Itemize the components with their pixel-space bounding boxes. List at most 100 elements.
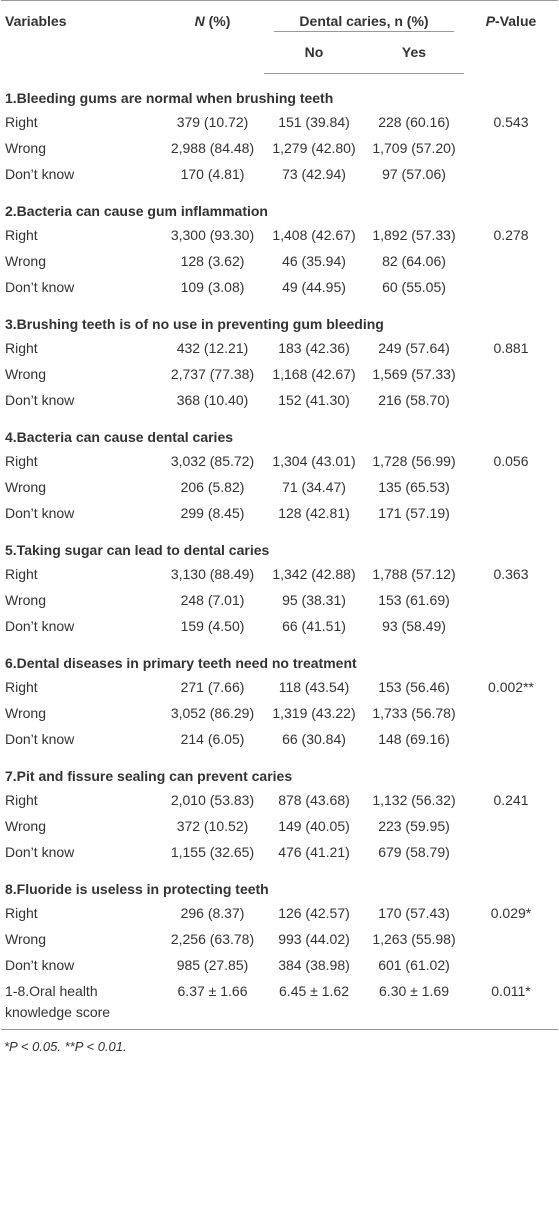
cell: Wrong: [5, 140, 46, 156]
cell: Right: [5, 453, 38, 469]
cell: 126 (42.57): [278, 905, 350, 921]
cell: 0.543: [493, 114, 529, 130]
row: Don’t know 170 (4.81) 73 (42.94) 97 (57.06): [1, 161, 558, 187]
cell: 878 (43.68): [278, 792, 350, 808]
footnote: *P < 0.05. **P < 0.01.: [4, 1039, 127, 1054]
row: Wrong 2,988 (84.48) 1,279 (42.80) 1,709 (57…: [1, 135, 558, 161]
section-title: 8.Fluoride is useless in protecting teet…: [5, 881, 269, 897]
cell: 1,263 (55.98): [372, 931, 456, 947]
cell: [464, 926, 558, 952]
cell: 248 (7.01): [180, 592, 245, 608]
cell: 3,052 (86.29): [170, 705, 255, 721]
cell: 135 (65.53): [378, 479, 450, 495]
cell: 299 (8.45): [180, 505, 245, 521]
cell: Don’t know: [5, 731, 75, 747]
cell: [464, 700, 558, 726]
row: Wrong 2,737 (77.38) 1,168 (42.67) 1,569 (57…: [1, 361, 558, 387]
cell: Don’t know: [5, 957, 75, 973]
cell: 46 (35.94): [282, 253, 346, 269]
cell: 6.45 ± 1.62: [264, 978, 364, 1030]
cell: 66 (30.84): [282, 731, 346, 747]
cell: 159 (4.50): [180, 618, 245, 634]
cell: 109 (3.08): [180, 279, 245, 295]
cell: [464, 587, 558, 613]
cell: [464, 248, 558, 274]
cell: 0.011*: [464, 978, 558, 1030]
cell: 372 (10.52): [176, 818, 249, 834]
cell: [464, 361, 558, 387]
cell: 1,728 (56.99): [372, 453, 456, 469]
cell: 0.241: [493, 792, 529, 808]
cell: Wrong: [5, 479, 46, 495]
cell: 93 (58.49): [382, 618, 446, 634]
row: Wrong 372 (10.52) 149 (40.05) 223 (59.95): [1, 813, 558, 839]
cell: Don’t know: [5, 392, 75, 408]
cell: 1,155 (32.65): [170, 844, 255, 860]
cell: 1,279 (42.80): [272, 140, 356, 156]
cell: 679 (58.79): [378, 844, 450, 860]
cell: 1,342 (42.88): [272, 566, 356, 582]
cell: 0.278: [493, 227, 529, 243]
header-cell: Dental caries, n (%): [264, 1, 464, 33]
section-title: 6.Dental diseases in primary teeth need …: [5, 655, 357, 671]
cell: 49 (44.95): [282, 279, 346, 295]
cell: 228 (60.16): [378, 114, 450, 130]
cell: 170 (4.81): [180, 166, 245, 182]
row: Don’t know 368 (10.40) 152 (41.30) 216 (58.…: [1, 387, 558, 413]
cell: Right: [5, 340, 38, 356]
cell: Right: [5, 792, 38, 808]
cell: 97 (57.06): [382, 166, 446, 182]
cell: 66 (41.51): [282, 618, 346, 634]
cell: 1-8.Oral health knowledge score: [1, 978, 161, 1030]
cell: 379 (10.72): [176, 114, 249, 130]
cell: 216 (58.70): [378, 392, 450, 408]
cell: 214 (6.05): [180, 731, 245, 747]
cell: 1,304 (43.01): [272, 453, 356, 469]
cell: 2,256 (63.78): [170, 931, 255, 947]
section-title: 5.Taking sugar can lead to dental caries: [5, 542, 270, 558]
cell: Wrong: [5, 253, 46, 269]
row: Don’t know 109 (3.08) 49 (44.95) 60 (55.05): [1, 274, 558, 300]
cell: 151 (39.84): [278, 114, 350, 130]
section-title-row: 7.Pit and fissure sealing can prevent ca…: [1, 752, 558, 787]
row: Right 271 (7.66) 118 (43.54) 153 (56.46) 0.0…: [1, 674, 558, 700]
cell: 128 (3.62): [180, 253, 245, 269]
cell: [464, 387, 558, 413]
cell: Wrong: [5, 592, 46, 608]
cell: 153 (61.69): [378, 592, 450, 608]
cell: 128 (42.81): [278, 505, 350, 521]
cell: Right: [5, 566, 38, 582]
cell: 152 (41.30): [278, 392, 350, 408]
cell: 1,168 (42.67): [272, 366, 356, 382]
cell: 60 (55.05): [382, 279, 446, 295]
row: 1-8.Oral health knowledge score 6.37 ± 1.…: [1, 978, 558, 1030]
cell: 6.30 ± 1.69: [364, 978, 464, 1030]
cell: Right: [5, 679, 38, 695]
row: Right 432 (12.21) 183 (42.36) 249 (57.64) 0.…: [1, 335, 558, 361]
cell: [464, 726, 558, 752]
cell: 2,988 (84.48): [170, 140, 255, 156]
cell: 2,010 (53.83): [170, 792, 255, 808]
section-title-row: 6.Dental diseases in primary teeth need …: [1, 639, 558, 674]
cell: Wrong: [5, 705, 46, 721]
cell: [464, 274, 558, 300]
cell: Don’t know: [5, 166, 75, 182]
cell: 183 (42.36): [278, 340, 350, 356]
cell: 3,300 (93.30): [170, 227, 255, 243]
section-title: 4.Bacteria can cause dental caries: [5, 429, 234, 445]
row: Wrong 2,256 (63.78) 993 (44.02) 1,263 (55.9…: [1, 926, 558, 952]
header-row: Variables N (%) Dental caries, n (%) P-V…: [1, 1, 558, 33]
section-title: 7.Pit and fissure sealing can prevent ca…: [5, 768, 293, 784]
cell: [464, 161, 558, 187]
section-title-row: 8.Fluoride is useless in protecting teet…: [1, 865, 558, 900]
row: Wrong 128 (3.62) 46 (35.94) 82 (64.06): [1, 248, 558, 274]
row: Don’t know 985 (27.85) 384 (38.98) 601 (61.…: [1, 952, 558, 978]
cell: 6.37 ± 1.66: [161, 978, 264, 1030]
cell: 1,132 (56.32): [372, 792, 456, 808]
cell: 0.363: [493, 566, 529, 582]
row: Don’t know 1,155 (32.65) 476 (41.21) 679 (5…: [1, 839, 558, 865]
row: Right 379 (10.72) 151 (39.84) 228 (60.16) 0.…: [1, 109, 558, 135]
cell: [464, 613, 558, 639]
cell: 3,032 (85.72): [170, 453, 255, 469]
cell: 1,709 (57.20): [372, 140, 456, 156]
